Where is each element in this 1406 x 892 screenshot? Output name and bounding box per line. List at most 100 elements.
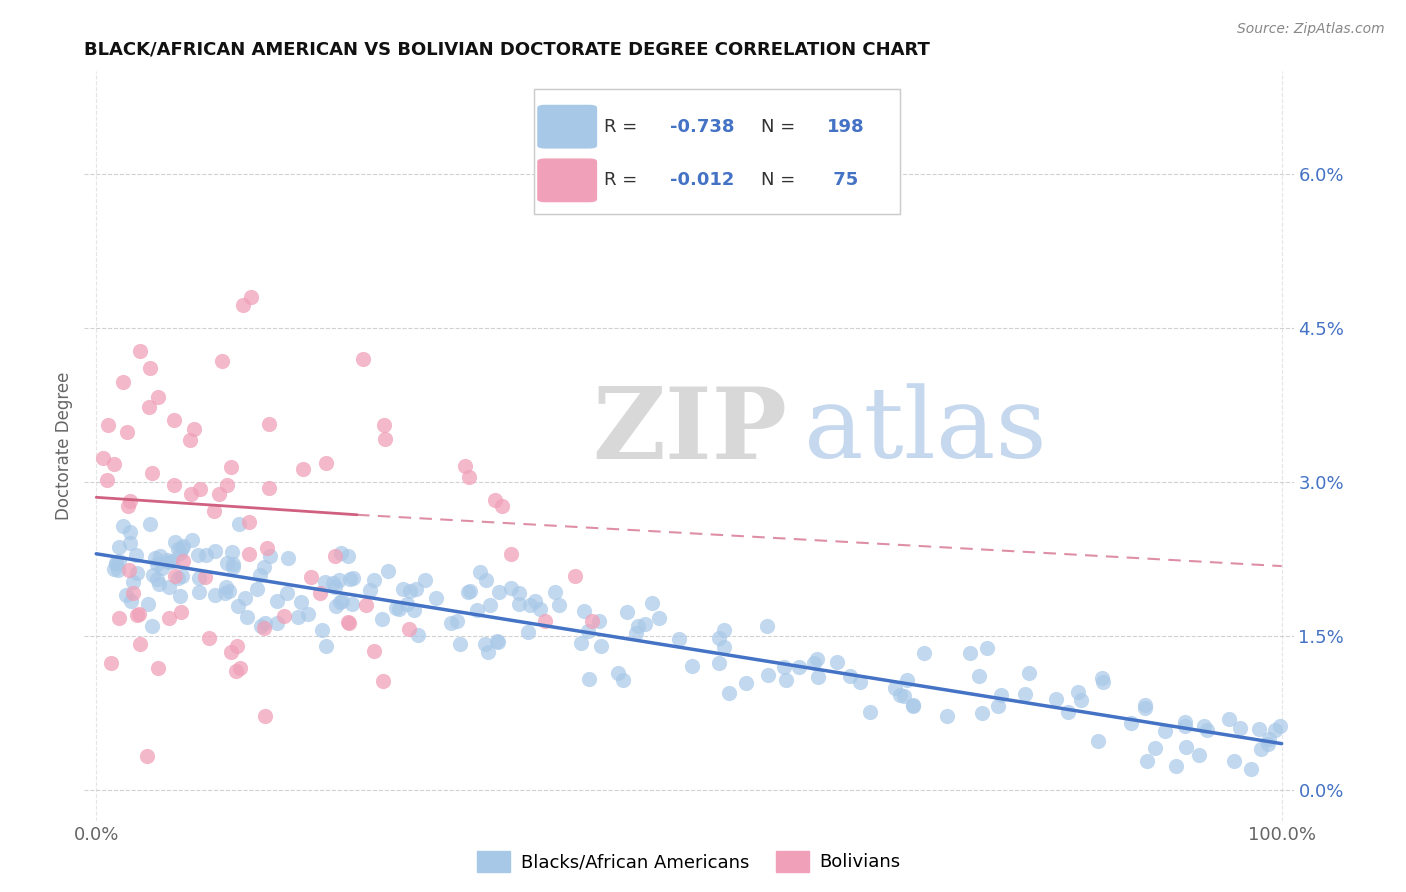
Point bbox=[859, 706, 882, 720]
Text: ZIP: ZIP bbox=[592, 383, 787, 480]
Point bbox=[484, 492, 506, 507]
Point bbox=[1250, 741, 1272, 756]
Point bbox=[446, 614, 468, 628]
Point bbox=[314, 574, 336, 589]
Point bbox=[105, 556, 128, 570]
Point bbox=[127, 566, 149, 581]
Point bbox=[315, 640, 337, 654]
Point bbox=[292, 462, 315, 476]
Point bbox=[425, 591, 447, 605]
Point bbox=[172, 554, 194, 568]
Point bbox=[1268, 719, 1291, 733]
Point bbox=[122, 574, 145, 589]
Point bbox=[222, 557, 245, 571]
Point bbox=[1018, 666, 1040, 681]
Point bbox=[519, 599, 541, 613]
Point bbox=[465, 603, 488, 617]
Point bbox=[402, 602, 425, 616]
Point bbox=[634, 617, 657, 632]
Point bbox=[103, 562, 125, 576]
Point bbox=[576, 624, 599, 638]
Point bbox=[336, 615, 359, 630]
Point bbox=[222, 559, 245, 574]
Point bbox=[225, 639, 247, 653]
Point bbox=[1014, 687, 1036, 701]
Point bbox=[807, 670, 830, 684]
Point bbox=[142, 567, 165, 582]
Point bbox=[115, 425, 138, 439]
Point bbox=[1057, 705, 1080, 719]
Point bbox=[342, 571, 364, 585]
Text: 75: 75 bbox=[827, 171, 858, 189]
Point bbox=[160, 553, 183, 567]
Point bbox=[146, 390, 169, 404]
Point bbox=[117, 499, 139, 513]
Point bbox=[959, 647, 981, 661]
Point bbox=[256, 541, 278, 555]
Point bbox=[120, 594, 142, 608]
Point bbox=[591, 639, 613, 653]
Point bbox=[156, 553, 179, 567]
Point bbox=[145, 572, 167, 586]
Point bbox=[468, 565, 491, 579]
Point bbox=[253, 559, 276, 574]
Point bbox=[218, 584, 240, 599]
Point bbox=[111, 375, 134, 389]
Point bbox=[803, 656, 825, 670]
Point bbox=[399, 584, 422, 599]
Point bbox=[138, 400, 160, 414]
Point bbox=[299, 570, 322, 584]
Point bbox=[508, 586, 530, 600]
Point bbox=[129, 343, 152, 358]
Point bbox=[215, 580, 238, 594]
Point bbox=[236, 610, 259, 624]
Point bbox=[188, 483, 211, 497]
Point bbox=[139, 516, 162, 531]
Point bbox=[122, 586, 145, 600]
Point bbox=[440, 616, 463, 631]
Point bbox=[328, 573, 350, 587]
Point bbox=[373, 417, 395, 432]
Point bbox=[141, 619, 163, 633]
Point bbox=[1070, 692, 1092, 706]
Text: N =: N = bbox=[761, 118, 801, 136]
Point bbox=[228, 516, 250, 531]
Point bbox=[180, 487, 202, 501]
Point bbox=[238, 515, 260, 529]
Point bbox=[170, 568, 193, 582]
Point bbox=[163, 534, 186, 549]
Point bbox=[167, 541, 190, 556]
Point bbox=[1218, 712, 1240, 726]
Point bbox=[325, 549, 347, 564]
Point bbox=[179, 433, 201, 447]
FancyBboxPatch shape bbox=[538, 159, 596, 202]
Point bbox=[415, 573, 437, 587]
Point bbox=[169, 589, 191, 603]
Point bbox=[901, 698, 924, 713]
Point bbox=[198, 632, 221, 646]
Point bbox=[806, 651, 828, 665]
Point bbox=[1143, 741, 1166, 756]
Point bbox=[167, 571, 190, 585]
Point bbox=[363, 574, 385, 588]
Point bbox=[838, 669, 860, 683]
Point bbox=[170, 541, 193, 555]
Point bbox=[849, 675, 872, 690]
Point bbox=[146, 557, 169, 571]
Point bbox=[1091, 672, 1114, 686]
Point bbox=[215, 556, 238, 570]
Point bbox=[581, 614, 603, 628]
Point bbox=[626, 619, 648, 633]
Point bbox=[508, 597, 530, 611]
Point bbox=[488, 585, 510, 599]
Point bbox=[544, 585, 567, 599]
Point bbox=[889, 688, 911, 702]
Text: N =: N = bbox=[761, 171, 801, 189]
Point bbox=[352, 352, 374, 367]
Point bbox=[491, 499, 513, 513]
Point bbox=[1257, 737, 1279, 751]
Point bbox=[141, 466, 163, 480]
Point bbox=[529, 602, 551, 616]
Point bbox=[120, 493, 142, 508]
Legend: Blacks/African Americans, Bolivians: Blacks/African Americans, Bolivians bbox=[470, 844, 908, 879]
